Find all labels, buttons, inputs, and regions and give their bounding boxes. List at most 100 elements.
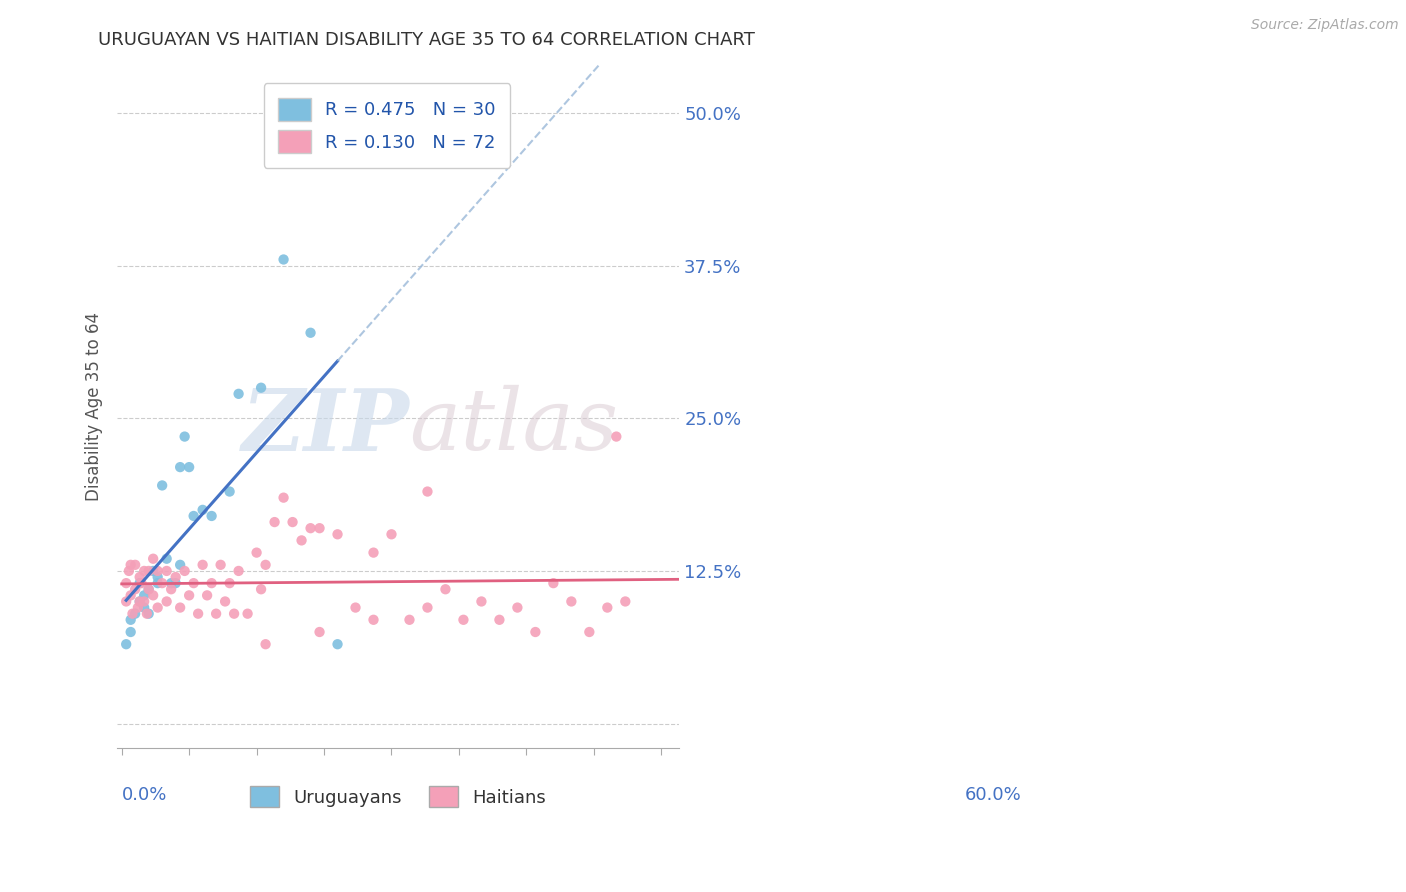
Point: [150, 478, 173, 492]
Point: [299, 521, 322, 535]
Point: [134, 564, 156, 578]
Point: [245, 546, 267, 560]
Text: URUGUAYAN VS HAITIAN DISABILITY AGE 35 TO 64 CORRELATION CHART: URUGUAYAN VS HAITIAN DISABILITY AGE 35 T…: [98, 31, 755, 49]
Point: [173, 429, 195, 443]
Point: [326, 637, 349, 651]
Point: [156, 564, 179, 578]
Point: [506, 600, 529, 615]
Point: [169, 558, 191, 572]
Point: [363, 546, 385, 560]
Point: [326, 527, 349, 541]
Point: [596, 600, 619, 615]
Point: [146, 570, 169, 584]
Point: [160, 576, 183, 591]
Point: [165, 570, 187, 584]
Point: [209, 558, 232, 572]
Point: [138, 607, 160, 621]
Point: [138, 564, 160, 578]
Point: [434, 582, 457, 597]
Point: [142, 551, 165, 566]
Point: [118, 564, 141, 578]
Point: [169, 460, 191, 475]
Point: [524, 625, 547, 640]
Y-axis label: Disability Age 35 to 64: Disability Age 35 to 64: [86, 311, 103, 500]
Point: [138, 582, 160, 597]
Point: [363, 613, 385, 627]
Point: [308, 625, 330, 640]
Point: [142, 564, 165, 578]
Point: [273, 252, 295, 267]
Point: [299, 326, 322, 340]
Point: [134, 600, 156, 615]
Text: 0.0%: 0.0%: [122, 786, 167, 804]
Point: [150, 576, 173, 591]
Text: atlas: atlas: [409, 385, 619, 468]
Point: [308, 521, 330, 535]
Point: [173, 564, 195, 578]
Point: [254, 558, 277, 572]
Point: [120, 613, 142, 627]
Point: [201, 576, 224, 591]
Point: [218, 484, 240, 499]
Point: [578, 625, 600, 640]
Point: [195, 588, 218, 602]
Point: [191, 503, 214, 517]
Point: [218, 576, 240, 591]
Point: [115, 576, 138, 591]
Point: [124, 582, 146, 597]
Point: [146, 564, 169, 578]
Point: [254, 637, 277, 651]
Point: [138, 582, 160, 597]
Point: [263, 515, 285, 529]
Point: [179, 460, 201, 475]
Point: [134, 594, 156, 608]
Point: [236, 607, 259, 621]
Point: [120, 625, 142, 640]
Point: [614, 594, 637, 608]
Point: [146, 576, 169, 591]
Point: [281, 515, 304, 529]
Point: [273, 491, 295, 505]
Point: [115, 594, 138, 608]
Point: [398, 613, 420, 627]
Point: [228, 387, 250, 401]
Point: [128, 594, 150, 608]
Text: ZIP: ZIP: [242, 384, 409, 468]
Legend: Uruguayans, Haitians: Uruguayans, Haitians: [243, 779, 554, 814]
Point: [115, 637, 138, 651]
Point: [290, 533, 312, 548]
Point: [543, 576, 565, 591]
Point: [416, 484, 439, 499]
Point: [488, 613, 510, 627]
Point: [135, 607, 157, 621]
Point: [224, 607, 246, 621]
Point: [128, 594, 150, 608]
Point: [131, 576, 153, 591]
Point: [169, 600, 191, 615]
Point: [127, 600, 149, 615]
Point: [453, 613, 475, 627]
Point: [134, 588, 156, 602]
Point: [165, 576, 187, 591]
Point: [124, 558, 146, 572]
Point: [156, 594, 179, 608]
Point: [121, 607, 143, 621]
Point: [183, 508, 205, 523]
Point: [560, 594, 582, 608]
Point: [205, 607, 228, 621]
Point: [120, 588, 142, 602]
Point: [470, 594, 492, 608]
Point: [128, 576, 150, 591]
Point: [201, 508, 224, 523]
Point: [142, 588, 165, 602]
Point: [160, 582, 183, 597]
Point: [187, 607, 209, 621]
Point: [214, 594, 236, 608]
Point: [250, 582, 273, 597]
Point: [380, 527, 402, 541]
Point: [183, 576, 205, 591]
Point: [228, 564, 250, 578]
Point: [179, 588, 201, 602]
Point: [128, 570, 150, 584]
Point: [156, 551, 179, 566]
